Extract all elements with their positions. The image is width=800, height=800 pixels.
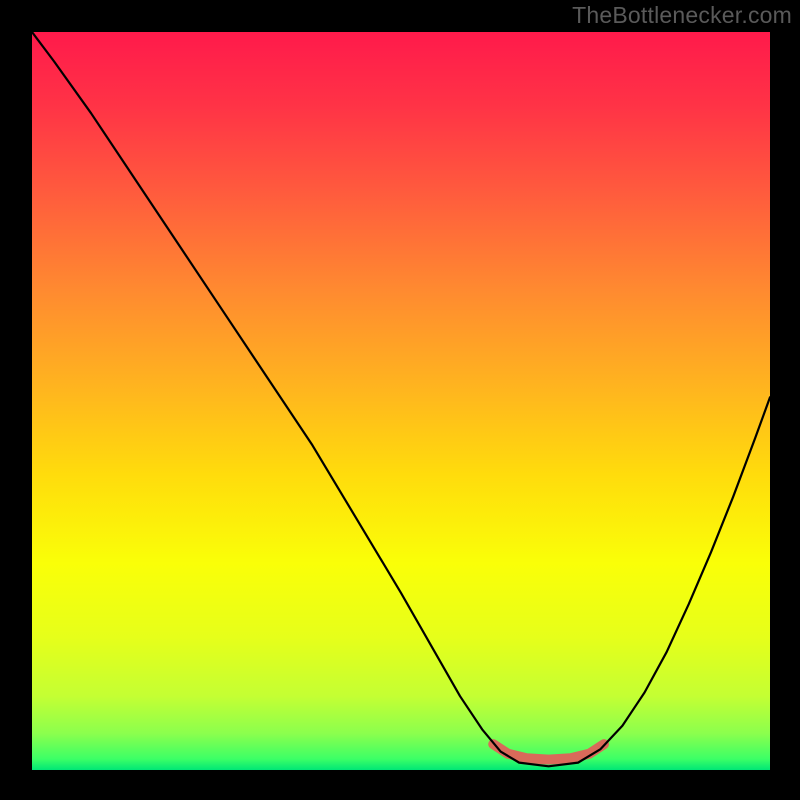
bottleneck-chart xyxy=(0,0,800,800)
chart-background-gradient xyxy=(32,32,770,770)
watermark-text: TheBottlenecker.com xyxy=(572,2,792,29)
